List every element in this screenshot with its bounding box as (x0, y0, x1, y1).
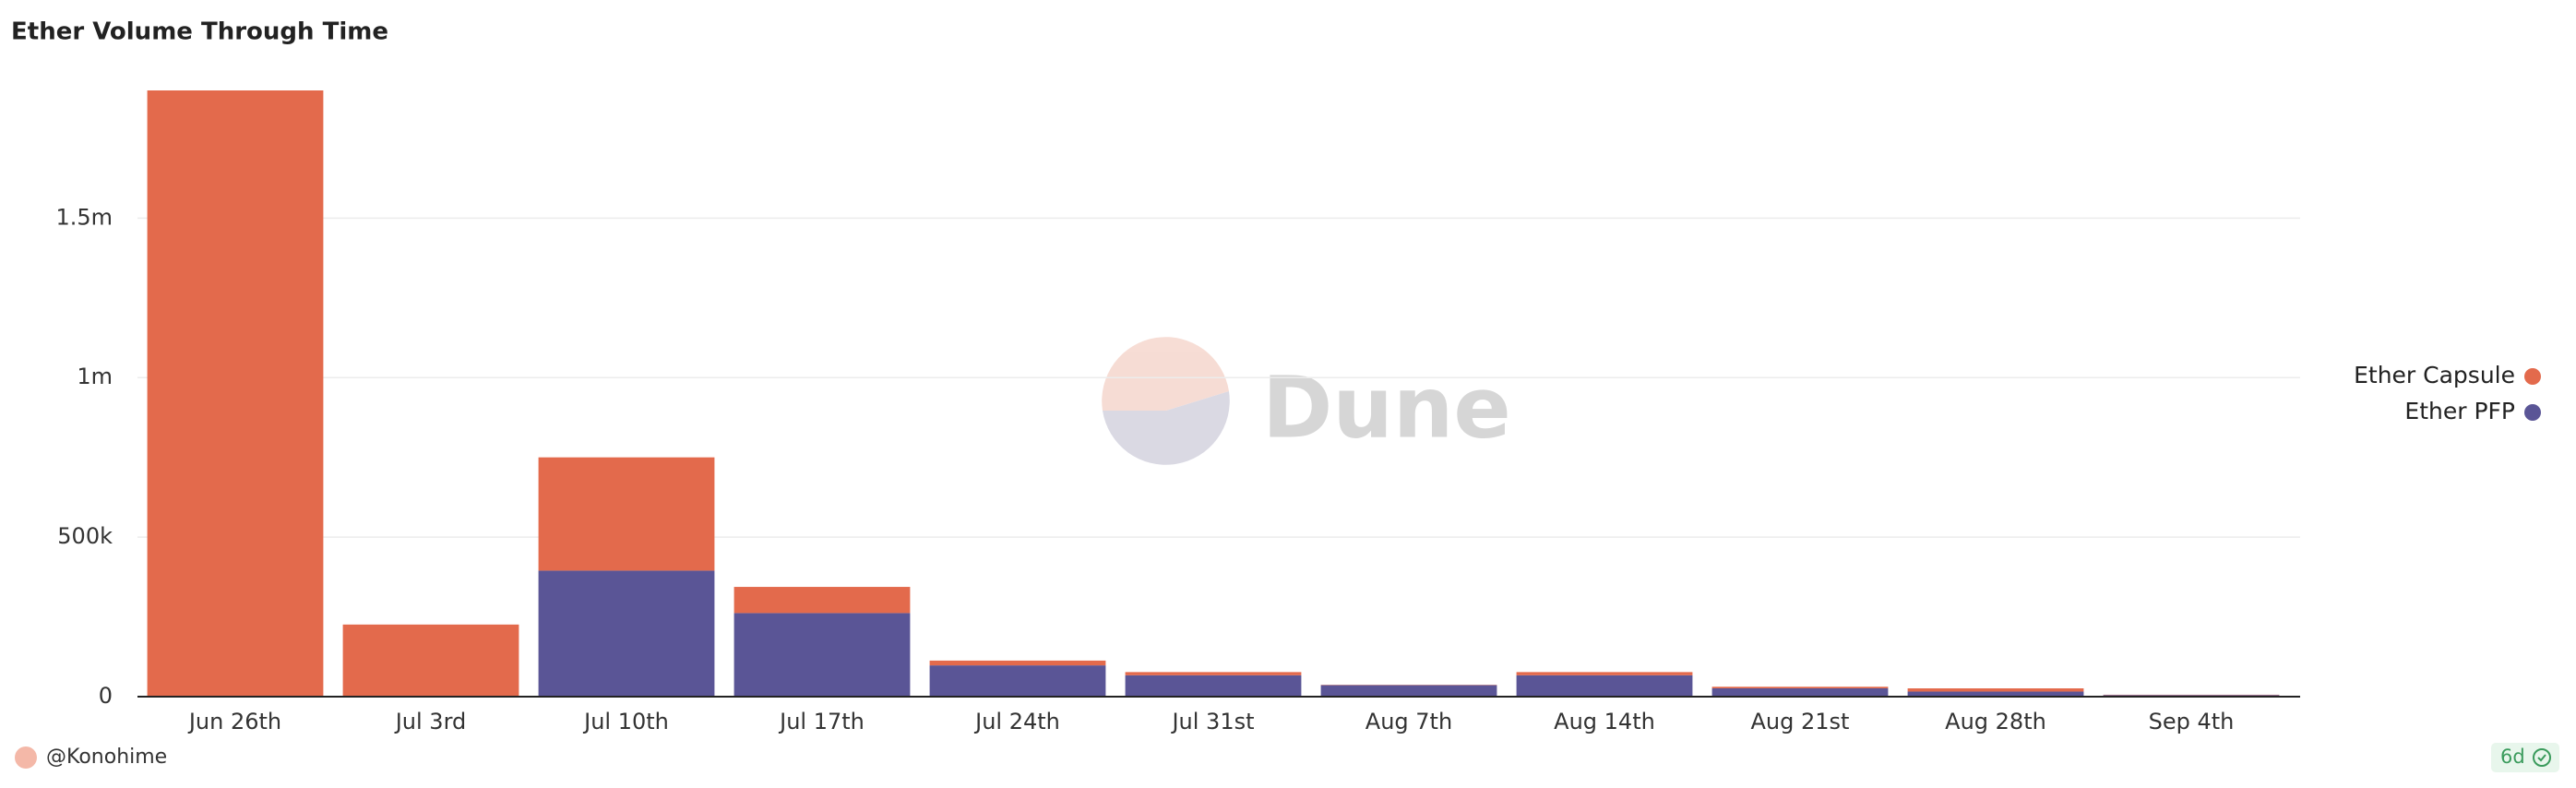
x-tick-label: Aug 7th (1366, 709, 1452, 734)
bar-segment (1907, 691, 2084, 697)
legend-label: Ether PFP (2404, 398, 2515, 424)
x-tick-label: Aug 14th (1554, 709, 1655, 734)
x-tick-label: Aug 21st (1751, 709, 1850, 734)
bar-segment (1125, 672, 1302, 675)
chart-title: Ether Volume Through Time (11, 18, 388, 46)
bar-segment (147, 90, 324, 697)
bar-segment (1516, 675, 1693, 697)
x-tick-label: Jul 3rd (394, 709, 467, 734)
watermark-logo (1102, 337, 1229, 411)
author-avatar (15, 746, 37, 769)
bar-segment (1711, 688, 1889, 697)
watermark: Dune (1102, 337, 1511, 465)
x-tick-label: Jul 24th (973, 709, 1060, 734)
watermark-logo (1103, 391, 1230, 465)
bar-segment (1516, 672, 1693, 675)
x-tick-label: Jul 17th (778, 709, 865, 734)
bar-segment (1907, 688, 2084, 692)
y-tick-label: 500k (57, 523, 113, 549)
watermark-text: Dune (1262, 358, 1511, 457)
x-tick-label: Aug 28th (1945, 709, 2046, 734)
bar-segment (929, 665, 1106, 697)
refresh-label: 6d (2500, 746, 2525, 768)
bar-segment (929, 660, 1106, 666)
bar-segment (733, 587, 911, 614)
x-tick-label: Sep 4th (2149, 709, 2235, 734)
legend-swatch (2524, 404, 2541, 421)
bar-segment (538, 457, 715, 571)
x-tick-label: Jul 10th (582, 709, 669, 734)
bar-segment (1320, 685, 1497, 697)
refresh-icon (2533, 748, 2551, 767)
x-tick-label: Jul 31st (1170, 709, 1254, 734)
bar-segment (538, 570, 715, 697)
legend-label: Ether Capsule (2354, 362, 2515, 388)
bar-segment (342, 624, 519, 697)
bar-segment (1125, 675, 1302, 697)
legend-swatch (2524, 368, 2541, 385)
y-tick-label: 1.5m (55, 204, 113, 230)
bar-segment (1711, 687, 1889, 689)
x-tick-label: Jun 26th (187, 709, 281, 734)
author[interactable]: @Konohime (46, 746, 167, 769)
y-tick-label: 1m (77, 364, 113, 389)
y-tick-label: 0 (99, 683, 113, 709)
refresh-icon (2537, 754, 2546, 762)
bar-segment (733, 613, 911, 697)
